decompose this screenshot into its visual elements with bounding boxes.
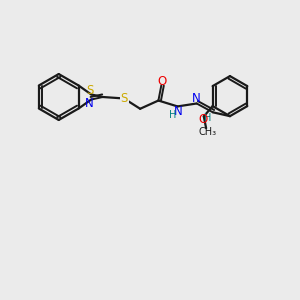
Text: H: H <box>169 110 176 120</box>
Text: CH₃: CH₃ <box>199 127 217 137</box>
Text: S: S <box>121 92 128 105</box>
Text: N: N <box>85 98 94 110</box>
Text: S: S <box>87 84 94 97</box>
Text: O: O <box>157 75 167 88</box>
Text: N: N <box>174 105 182 118</box>
Text: N: N <box>192 92 201 105</box>
Text: O: O <box>199 113 208 127</box>
Text: H: H <box>205 113 212 123</box>
